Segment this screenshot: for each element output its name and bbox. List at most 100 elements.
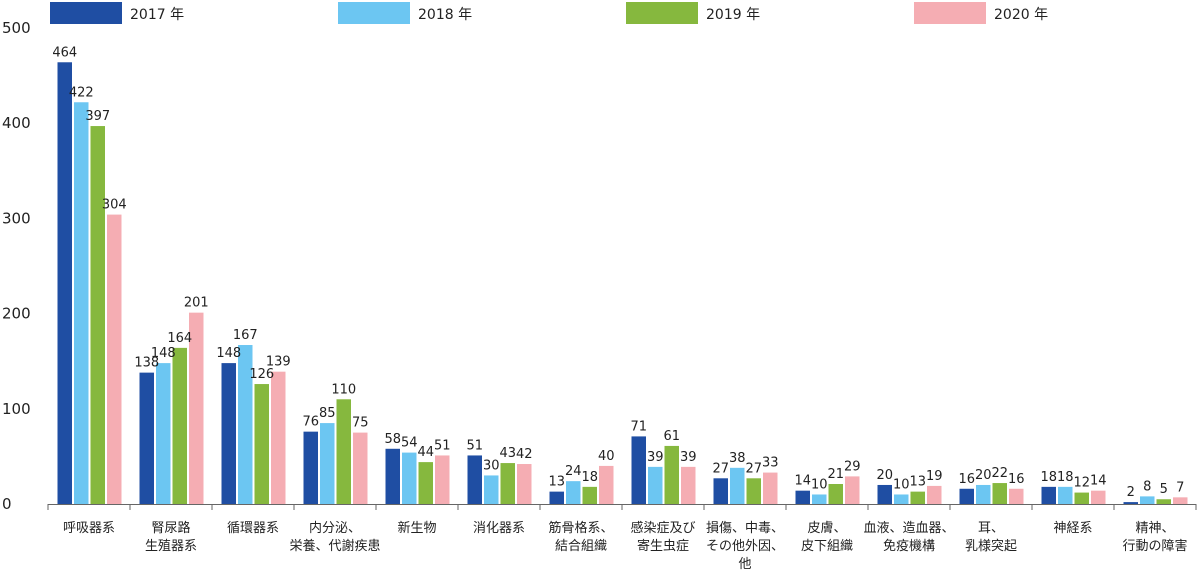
category-label: 他 bbox=[738, 557, 751, 572]
data-label: 54 bbox=[401, 436, 418, 451]
bar bbox=[435, 455, 450, 504]
data-label: 167 bbox=[233, 328, 258, 343]
data-label: 14 bbox=[1090, 474, 1107, 489]
category-label: 損傷、中毒、 bbox=[706, 521, 784, 536]
data-label: 18 bbox=[1057, 470, 1074, 485]
data-label: 16 bbox=[958, 472, 975, 487]
data-label: 201 bbox=[184, 296, 209, 311]
bar bbox=[336, 399, 351, 504]
data-label: 42 bbox=[516, 447, 533, 462]
legend: 2017 年 2018 年 2019 年 2020 年 bbox=[50, 2, 1048, 24]
data-label: 5 bbox=[1160, 482, 1168, 497]
legend-swatch bbox=[50, 2, 122, 24]
bar bbox=[795, 490, 810, 504]
category-label: 皮膚、 bbox=[807, 520, 846, 536]
y-tick-label: 0 bbox=[2, 495, 12, 513]
bar bbox=[976, 484, 991, 504]
data-label: 397 bbox=[85, 109, 110, 124]
category-label: 感染症及び bbox=[630, 520, 695, 536]
bar bbox=[828, 484, 843, 504]
data-label: 18 bbox=[581, 470, 598, 485]
bar bbox=[172, 347, 187, 504]
data-label: 148 bbox=[151, 346, 176, 361]
category-label: 神経系 bbox=[1053, 521, 1092, 536]
data-label: 38 bbox=[729, 451, 746, 466]
data-label: 126 bbox=[249, 367, 274, 382]
bar bbox=[681, 466, 696, 504]
bar bbox=[90, 126, 105, 504]
category-label: 乳様突起 bbox=[965, 538, 1017, 554]
data-label: 61 bbox=[663, 429, 680, 444]
bar bbox=[484, 475, 499, 504]
bar bbox=[320, 423, 335, 504]
bar bbox=[631, 436, 646, 504]
data-label: 24 bbox=[565, 464, 582, 479]
category-label: 呼吸器系 bbox=[63, 521, 115, 536]
bar bbox=[763, 472, 778, 504]
bar bbox=[1173, 497, 1188, 504]
legend-swatch bbox=[914, 2, 986, 24]
data-label: 19 bbox=[926, 469, 943, 484]
data-label: 76 bbox=[302, 415, 319, 430]
legend-label: 2020 年 bbox=[994, 7, 1048, 23]
bar bbox=[418, 462, 433, 504]
bar bbox=[1140, 496, 1155, 504]
data-label: 33 bbox=[762, 456, 779, 471]
bar bbox=[845, 476, 860, 504]
bar bbox=[730, 467, 745, 504]
bar bbox=[221, 363, 236, 504]
data-label: 2 bbox=[1127, 485, 1135, 500]
bar bbox=[139, 372, 154, 504]
data-label: 75 bbox=[352, 416, 369, 431]
bar bbox=[992, 483, 1007, 504]
bar bbox=[74, 102, 89, 505]
legend-label: 2019 年 bbox=[706, 7, 760, 23]
bar bbox=[648, 466, 663, 504]
bar bbox=[156, 363, 171, 504]
bar bbox=[927, 485, 942, 504]
data-label: 43 bbox=[499, 446, 516, 461]
category-label: 新生物 bbox=[397, 520, 436, 536]
bar bbox=[517, 464, 532, 504]
data-label: 7 bbox=[1176, 480, 1184, 495]
bar bbox=[549, 491, 564, 504]
bar bbox=[467, 455, 482, 504]
y-tick-label: 100 bbox=[2, 400, 31, 418]
data-label: 27 bbox=[745, 461, 762, 476]
y-tick-label: 200 bbox=[2, 305, 31, 323]
legend-swatch bbox=[626, 2, 698, 24]
category-label: 免疫機構 bbox=[883, 538, 935, 554]
category-label: 生殖器系 bbox=[145, 538, 197, 554]
category-label: 栄養、代謝疾患 bbox=[289, 538, 380, 554]
bar bbox=[1091, 490, 1106, 504]
y-tick-label: 400 bbox=[2, 114, 31, 132]
data-label: 39 bbox=[647, 450, 664, 465]
bar bbox=[894, 494, 909, 504]
bar bbox=[599, 465, 614, 504]
category-label: 内分泌、 bbox=[309, 520, 361, 536]
bar bbox=[1058, 486, 1073, 504]
data-label: 110 bbox=[331, 382, 356, 397]
bar bbox=[500, 463, 515, 504]
data-label: 10 bbox=[811, 477, 828, 492]
category-label: 腎尿路 bbox=[151, 520, 190, 536]
category-label: 皮下組織 bbox=[801, 539, 853, 554]
bar bbox=[877, 484, 892, 504]
bar bbox=[664, 445, 679, 504]
bar bbox=[1156, 499, 1171, 504]
category-label: 耳、 bbox=[978, 521, 1004, 536]
data-label: 18 bbox=[1040, 470, 1057, 485]
bar bbox=[1041, 486, 1056, 504]
bar bbox=[189, 312, 204, 504]
data-label: 20 bbox=[876, 468, 893, 483]
bar bbox=[713, 478, 728, 504]
bar bbox=[1074, 492, 1089, 504]
category-label: その他外因、 bbox=[706, 539, 784, 554]
bar bbox=[254, 384, 269, 504]
data-label: 51 bbox=[434, 438, 451, 453]
bar bbox=[238, 345, 253, 504]
data-label: 148 bbox=[216, 346, 241, 361]
bar bbox=[910, 491, 925, 504]
